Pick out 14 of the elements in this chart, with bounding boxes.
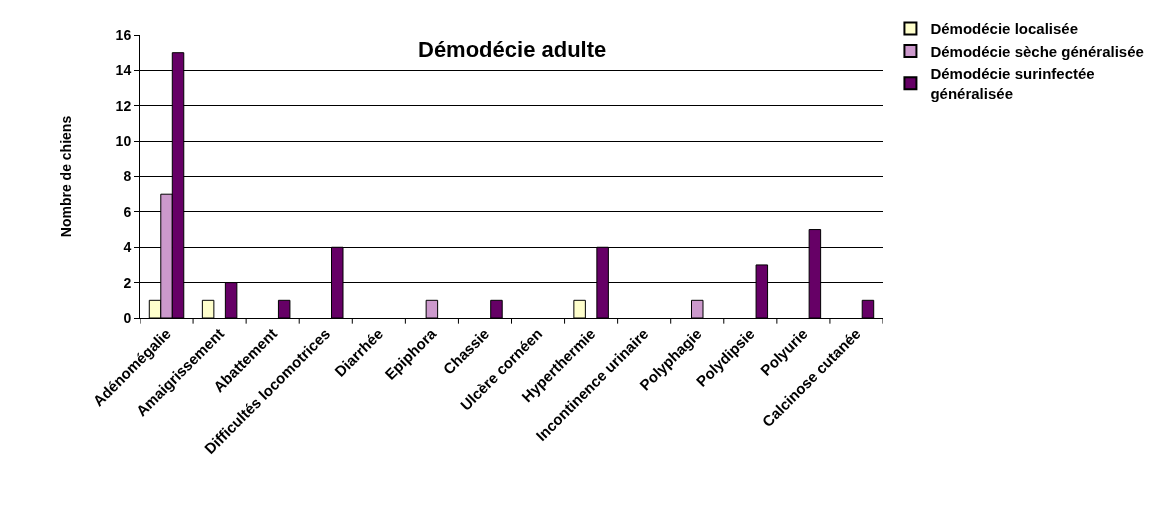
y-tick-label: 4 xyxy=(123,239,132,256)
y-tick-label: 0 xyxy=(123,309,132,326)
y-axis-title: Nombre de chiens xyxy=(58,115,75,238)
legend-label: Démodécie sèche généralisée xyxy=(930,42,1144,60)
y-tick-label: 14 xyxy=(115,62,132,79)
y-tick-label: 8 xyxy=(123,168,132,185)
legend-label: Démodécie localisée xyxy=(930,20,1079,38)
legend-label: Démodécie surinfectée généralisée xyxy=(930,65,1095,102)
y-tick-label: 12 xyxy=(115,97,132,114)
y-tick-label: 6 xyxy=(123,203,132,220)
y-tick-label: 10 xyxy=(115,133,132,150)
chart-title: Démodécie adulte xyxy=(418,37,607,62)
y-tick-label: 16 xyxy=(115,26,132,43)
y-tick-label: 2 xyxy=(123,274,132,291)
